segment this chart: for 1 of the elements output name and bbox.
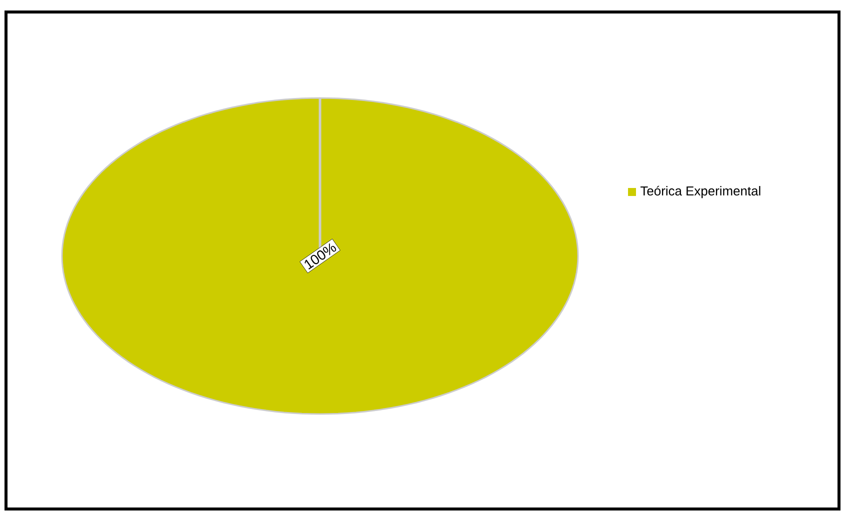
legend-label: Teórica Experimental (640, 186, 760, 198)
